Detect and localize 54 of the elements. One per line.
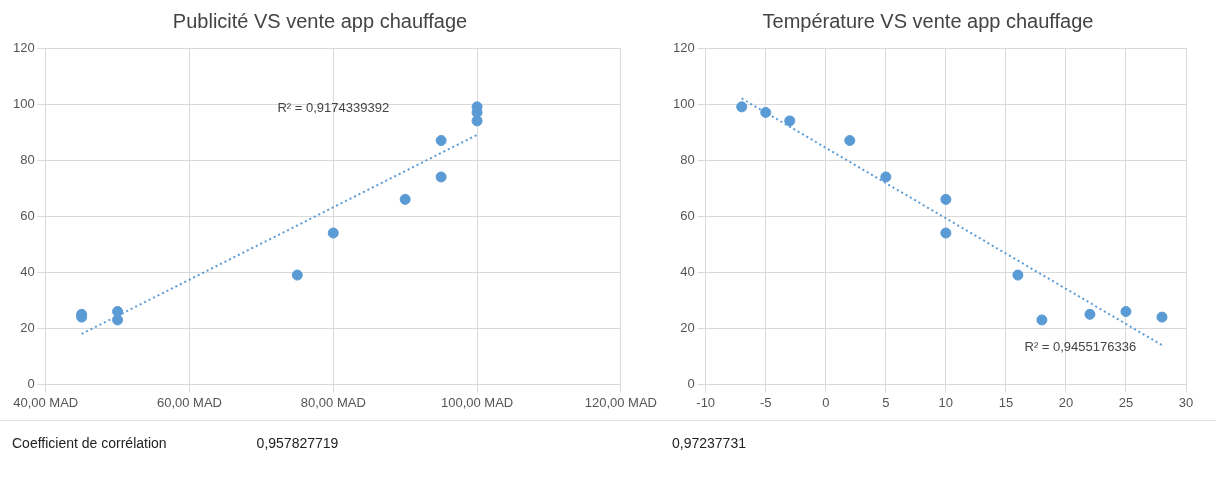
text: Coefficient de corrélation — [12, 435, 167, 451]
point — [1120, 306, 1132, 318]
point — [1012, 269, 1024, 281]
x-tick-label: 10 — [938, 394, 954, 410]
x-tick-label: 100,00 MAD — [440, 394, 514, 410]
annotation: R² = 0,9174339392 — [277, 100, 390, 116]
x-tick-label: 5 — [882, 394, 890, 410]
y-tick-label: 100 — [12, 95, 35, 111]
point — [1084, 308, 1096, 320]
x-tick-label: 80,00 MAD — [300, 394, 366, 410]
y-tick-label: 40 — [20, 263, 35, 279]
point — [844, 135, 856, 147]
x-tick-label: 120,00 MAD — [584, 394, 657, 410]
y-tick-label: 60 — [20, 207, 35, 223]
point — [760, 106, 772, 118]
point — [291, 269, 303, 281]
chart-title: Publicité VS vente app chauffage — [172, 9, 468, 32]
x-tick-label: 30 — [1178, 394, 1194, 410]
point — [940, 193, 952, 205]
x-tick-label: 25 — [1118, 394, 1134, 410]
y-tick-label: 120 — [672, 39, 695, 55]
x-tick-label: -10 — [696, 394, 716, 410]
y-tick-label: 80 — [680, 151, 695, 167]
point — [880, 171, 892, 183]
annotation: R² = 0,9455176336 — [1024, 338, 1137, 354]
point — [1156, 311, 1168, 323]
x-tick-label: -5 — [759, 394, 772, 410]
y-tick-label: 80 — [20, 151, 35, 167]
x-tick-label: 40,00 MAD — [13, 394, 79, 410]
y-tick-label: 20 — [680, 319, 695, 335]
y-tick-label: 40 — [680, 263, 695, 279]
point — [784, 115, 796, 127]
y-tick-label: 0 — [687, 375, 695, 391]
point — [940, 227, 952, 239]
point — [736, 101, 748, 113]
y-tick-label: 20 — [20, 319, 35, 335]
y-tick-label: 0 — [27, 375, 35, 391]
point — [471, 115, 483, 127]
x-tick-label: 0 — [822, 394, 830, 410]
point — [112, 314, 124, 326]
x-tick-label: 20 — [1058, 394, 1074, 410]
y-tick-label: 60 — [680, 207, 695, 223]
text: 0,97237731 — [672, 435, 746, 451]
chart-title: Température VS vente app chauffage — [762, 9, 1094, 32]
y-tick-label: 100 — [672, 95, 695, 111]
point — [435, 171, 447, 183]
point — [435, 135, 447, 147]
point — [327, 227, 339, 239]
x-tick-label: 60,00 MAD — [156, 394, 223, 410]
point — [1036, 314, 1048, 326]
text: 0,957827719 — [256, 435, 339, 451]
x-tick-label: 15 — [998, 394, 1014, 410]
y-tick-label: 120 — [12, 39, 35, 55]
point — [399, 193, 411, 205]
